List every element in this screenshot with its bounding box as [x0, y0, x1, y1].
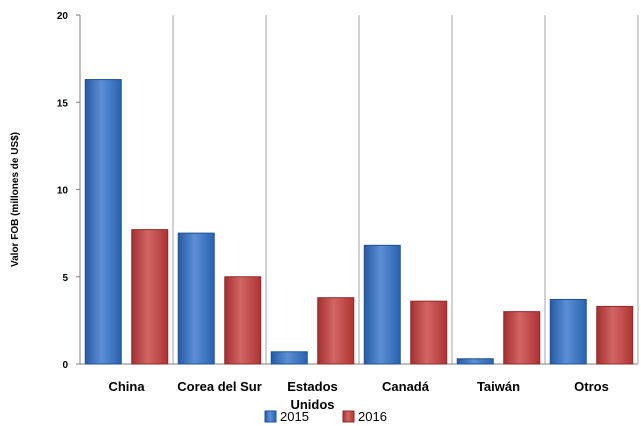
x-tick-label: Canadá — [382, 379, 430, 394]
bar-2015-4 — [456, 358, 494, 365]
bar-2016-2 — [317, 297, 355, 365]
bar-2015-1 — [177, 232, 215, 365]
bar-2016-5 — [596, 305, 634, 365]
y-tick-label: 10 — [57, 186, 69, 197]
labels-layer: China Corea del Sur Estados Unidos Canadá Tai… — [108, 379, 608, 412]
bar-2015-3 — [363, 244, 401, 365]
grid-layer — [172, 15, 639, 364]
x-tick-label: China — [108, 379, 145, 394]
bar-2015-0 — [84, 79, 122, 365]
bar-2015-5 — [549, 298, 587, 365]
x-tick-label: Estados Unidos — [287, 379, 338, 412]
bars-layer — [84, 79, 634, 365]
y-tick-label: 0 — [62, 360, 68, 371]
axis-layer: 0 5 10 15 20 Valor FOB (millones de US$) — [10, 11, 638, 371]
y-tick-label: 15 — [57, 98, 69, 109]
bar-2016-3 — [410, 300, 448, 365]
bar-2016-0 — [131, 229, 169, 365]
legend-label: 2015 — [280, 409, 309, 424]
bar-2016-4 — [503, 311, 541, 365]
x-tick-label: Corea del Sur — [177, 379, 262, 394]
legend-swatch-2015 — [264, 410, 277, 423]
x-tick-label: Otros — [574, 379, 609, 394]
legend: 2015 2016 — [264, 409, 387, 424]
y-tick-label: 20 — [57, 11, 69, 22]
legend-swatch-2016 — [342, 410, 355, 423]
y-axis-title: Valor FOB (millones de US$) — [10, 132, 21, 267]
bar-2015-2 — [270, 351, 308, 365]
y-tick-label: 5 — [62, 273, 68, 284]
legend-label: 2016 — [358, 409, 387, 424]
x-tick-label: Taiwán — [477, 379, 520, 394]
bar-2016-1 — [224, 276, 262, 365]
